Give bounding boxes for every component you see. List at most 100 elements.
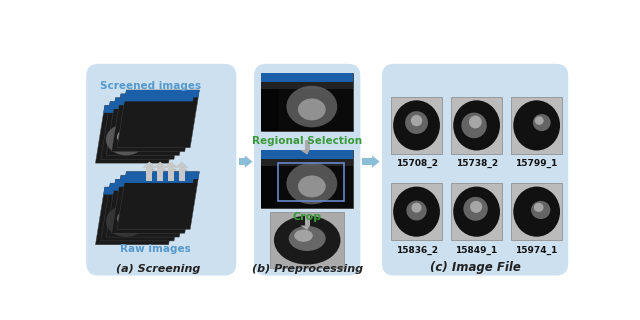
Polygon shape (106, 98, 189, 156)
Bar (362, 158, 372, 165)
Polygon shape (372, 156, 380, 168)
Text: 15799_1: 15799_1 (515, 159, 558, 169)
Text: Regional Selection: Regional Selection (252, 136, 362, 146)
Bar (179, 171, 184, 175)
Bar (511, 97, 562, 154)
Ellipse shape (287, 86, 337, 127)
Ellipse shape (287, 163, 337, 204)
Bar (261, 159, 353, 166)
FancyBboxPatch shape (86, 64, 236, 276)
Polygon shape (146, 172, 153, 177)
Ellipse shape (117, 211, 135, 226)
Polygon shape (109, 101, 183, 109)
Ellipse shape (294, 230, 313, 242)
Bar (179, 168, 185, 181)
Text: 15708_2: 15708_2 (396, 159, 438, 169)
Ellipse shape (393, 100, 440, 150)
Bar (451, 183, 502, 240)
Ellipse shape (513, 187, 560, 237)
Bar (158, 163, 163, 172)
FancyBboxPatch shape (254, 64, 360, 276)
Bar (147, 171, 152, 175)
Polygon shape (125, 172, 200, 179)
Ellipse shape (531, 201, 550, 219)
Polygon shape (164, 165, 178, 171)
Bar (391, 183, 442, 240)
Ellipse shape (411, 115, 422, 126)
Bar (239, 158, 245, 165)
Polygon shape (101, 183, 183, 241)
Ellipse shape (412, 203, 422, 213)
Text: Screened images: Screened images (100, 81, 201, 91)
Ellipse shape (453, 187, 500, 237)
Polygon shape (104, 187, 178, 195)
Text: 15738_2: 15738_2 (456, 159, 498, 169)
Polygon shape (115, 98, 189, 105)
Bar (261, 150, 353, 159)
Bar (451, 97, 502, 154)
Text: Raw images: Raw images (120, 244, 191, 254)
Bar (305, 140, 310, 150)
Ellipse shape (274, 216, 340, 265)
Ellipse shape (106, 205, 146, 237)
Polygon shape (153, 165, 167, 171)
Polygon shape (125, 90, 200, 98)
Ellipse shape (461, 113, 487, 138)
Ellipse shape (463, 197, 488, 221)
Ellipse shape (117, 130, 135, 144)
Ellipse shape (513, 100, 560, 150)
Bar (157, 168, 163, 181)
Polygon shape (111, 175, 194, 233)
Polygon shape (115, 179, 189, 187)
Bar (305, 215, 310, 226)
Bar (391, 97, 442, 154)
Text: (c) Image File: (c) Image File (429, 261, 520, 274)
Ellipse shape (535, 116, 543, 125)
Polygon shape (117, 90, 200, 148)
Bar (511, 183, 562, 240)
Text: 15974_1: 15974_1 (515, 245, 558, 255)
Ellipse shape (298, 99, 326, 120)
Ellipse shape (405, 111, 428, 134)
Polygon shape (164, 162, 178, 168)
Polygon shape (245, 156, 253, 168)
Ellipse shape (533, 114, 550, 131)
Bar (261, 89, 280, 131)
Polygon shape (143, 165, 156, 171)
Polygon shape (300, 150, 310, 155)
Polygon shape (95, 187, 178, 245)
Bar (168, 168, 174, 181)
FancyBboxPatch shape (382, 64, 568, 276)
Text: (b) Preprocessing: (b) Preprocessing (252, 264, 363, 274)
Ellipse shape (106, 124, 146, 155)
Polygon shape (95, 105, 178, 163)
Polygon shape (120, 175, 194, 183)
Bar (261, 82, 353, 89)
Text: 15849_1: 15849_1 (456, 245, 498, 255)
Bar (261, 73, 353, 82)
Ellipse shape (393, 187, 440, 237)
Ellipse shape (298, 175, 326, 197)
Polygon shape (106, 179, 189, 237)
Bar (147, 163, 152, 172)
Polygon shape (104, 105, 178, 113)
Polygon shape (109, 183, 183, 191)
Polygon shape (143, 162, 156, 168)
Bar (158, 171, 163, 175)
Bar (270, 212, 344, 268)
Bar (261, 166, 280, 208)
Ellipse shape (406, 201, 427, 220)
Polygon shape (111, 94, 194, 152)
Text: 15836_2: 15836_2 (396, 245, 438, 255)
Text: Crop: Crop (292, 212, 322, 222)
Ellipse shape (469, 116, 482, 128)
Polygon shape (300, 226, 310, 230)
Bar (261, 73, 353, 131)
Bar (168, 171, 173, 175)
Polygon shape (157, 172, 164, 177)
Ellipse shape (470, 201, 482, 213)
Bar (278, 163, 344, 201)
Polygon shape (175, 165, 189, 171)
Bar (147, 168, 152, 181)
Text: (a) Screening: (a) Screening (116, 264, 201, 274)
